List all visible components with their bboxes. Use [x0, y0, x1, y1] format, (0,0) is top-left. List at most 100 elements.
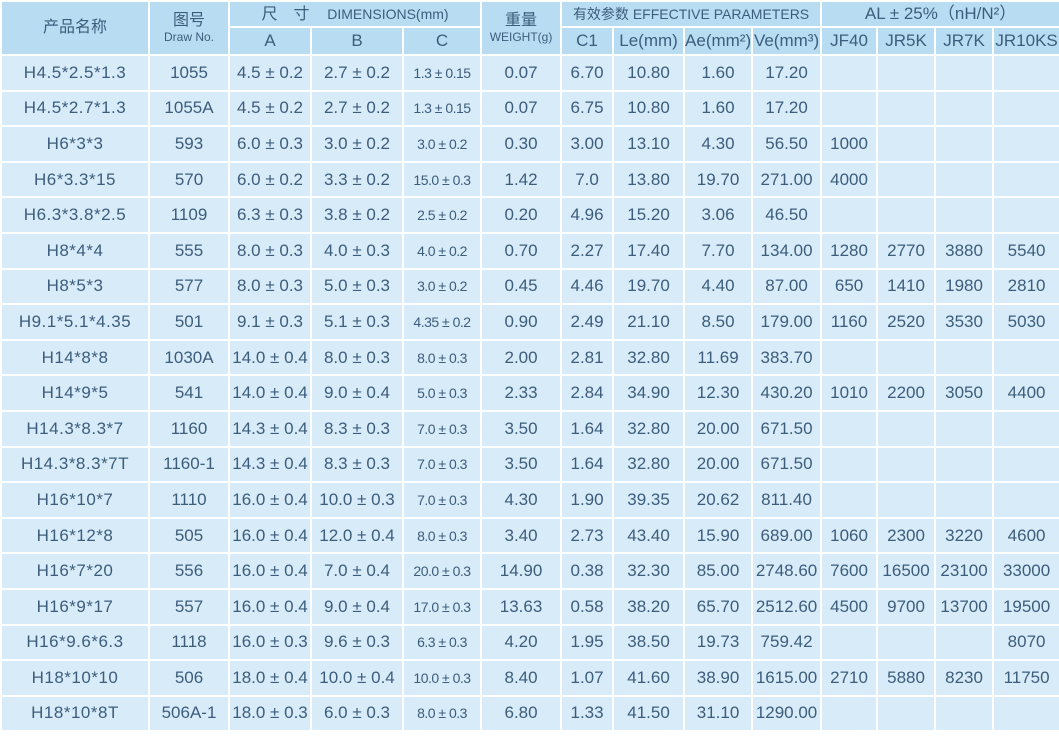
table-cell: 8.0 ± 0.3 [310, 338, 404, 377]
table-cell: 8.0 ± 0.3 [401, 338, 483, 377]
table-cell: 19500 [992, 587, 1059, 626]
header-text: DIMENSIONS(mm) [327, 5, 449, 22]
table-cell: 1160 [148, 409, 230, 448]
table-row: H6*3.3*15 570 6.0 ± 0.2 3.3 ± 0.2 15.0 ± 0.3… [0, 160, 1059, 199]
table-cell: 650 [820, 267, 879, 306]
table-cell [934, 409, 995, 448]
table-cell: 2.5 ± 0.2 [401, 196, 483, 234]
table-cell: 14.3 ± 0.4 [228, 409, 312, 448]
table-cell: 3050 [934, 374, 995, 412]
table-cell: 20.00 [683, 409, 754, 448]
table-cell: 1109 [148, 196, 230, 234]
table-cell: 2.33 [480, 374, 563, 412]
table-cell: H16*12*8 [0, 516, 150, 555]
table-cell: 6.80 [480, 694, 563, 733]
table-cell: 7.70 [683, 231, 754, 270]
table-cell: 16.0 ± 0.4 [228, 481, 312, 519]
table-cell: 9.1 ± 0.3 [228, 303, 312, 341]
table-cell: 4.5 ± 0.2 [228, 89, 312, 128]
table-row: H6*3*3 593 6.0 ± 0.3 3.0 ± 0.2 3.0 ± 0.2 0.30… [0, 125, 1059, 163]
table-cell: 7.0 ± 0.3 [401, 481, 483, 519]
table-cell [992, 409, 1059, 448]
table-cell [876, 125, 937, 163]
table-cell: 1160 [820, 303, 879, 341]
table-cell [934, 125, 995, 163]
table-cell: 1.64 [560, 409, 615, 448]
table-cell: 23100 [934, 552, 995, 590]
table-cell: 16.0 ± 0.4 [228, 552, 312, 590]
table-cell [876, 54, 937, 92]
table-cell: 2.7 ± 0.2 [310, 54, 404, 92]
table-cell [992, 196, 1059, 234]
table-cell: H16*10*7 [0, 481, 150, 519]
table-cell [934, 623, 995, 662]
table-cell: 14.0 ± 0.4 [228, 374, 312, 412]
table-cell: 4.30 [480, 481, 563, 519]
table-cell: H16*9*17 [0, 587, 150, 626]
header-cell: JR7K [934, 26, 995, 56]
table-cell: 2.7 ± 0.2 [310, 89, 404, 128]
table-cell: 10.0 ± 0.3 [401, 659, 483, 697]
table-cell: 56.50 [751, 125, 823, 163]
table-cell [876, 694, 937, 733]
table-cell: 383.70 [751, 338, 823, 377]
table-cell: 9.6 ± 0.3 [310, 623, 404, 662]
table-cell: 33000 [992, 552, 1059, 590]
table-cell: 16.0 ± 0.4 [228, 516, 312, 555]
header-cell: JR5K [876, 26, 937, 56]
table-row: H16*9.6*6.3 1118 16.0 ± 0.3 9.6 ± 0.3 6.3 ± … [0, 623, 1059, 662]
table-cell: 5.0 ± 0.3 [310, 267, 404, 306]
table-cell: 2.00 [480, 338, 563, 377]
table-cell: 1118 [148, 623, 230, 662]
table-cell: 0.20 [480, 196, 563, 234]
header-cell: B [310, 26, 404, 56]
table-cell [820, 623, 879, 662]
table-cell: 2770 [876, 231, 937, 270]
table-cell: 8.3 ± 0.3 [310, 409, 404, 448]
table-cell: 12.30 [683, 374, 754, 412]
table-cell: 505 [148, 516, 230, 555]
table-cell: 1110 [148, 481, 230, 519]
table-cell [934, 445, 995, 484]
table-cell: 20.00 [683, 445, 754, 484]
table-cell: 9700 [876, 587, 937, 626]
table-cell: 555 [148, 231, 230, 270]
header-text: WEIGHT(g) [489, 30, 553, 44]
table-cell [934, 160, 995, 199]
table-cell: H6.3*3.8*2.5 [0, 196, 150, 234]
table-cell: 15.20 [612, 196, 686, 234]
table-cell: 7.0 [560, 160, 615, 199]
table-cell: 1615.00 [751, 659, 823, 697]
table-row: H8*4*4 555 8.0 ± 0.3 4.0 ± 0.3 4.0 ± 0.2 0.70… [0, 231, 1059, 270]
header-cell: C1 [560, 26, 615, 56]
table-cell: 4400 [992, 374, 1059, 412]
table-cell [992, 89, 1059, 128]
table-cell: 87.00 [751, 267, 823, 306]
table-cell: 4.35 ± 0.2 [401, 303, 483, 341]
table-cell: 17.20 [751, 89, 823, 128]
table-cell: 0.07 [480, 89, 563, 128]
table-cell: 41.50 [612, 694, 686, 733]
table-cell: 8.0 ± 0.3 [401, 516, 483, 555]
table-cell [934, 54, 995, 92]
table-cell: 3.3 ± 0.2 [310, 160, 404, 199]
table-cell: 16.0 ± 0.3 [228, 623, 312, 662]
table-cell: H4.5*2.5*1.3 [0, 54, 150, 92]
table-cell: 5030 [992, 303, 1059, 341]
table-cell: 3880 [934, 231, 995, 270]
table-cell: 34.90 [612, 374, 686, 412]
table-cell: 689.00 [751, 516, 823, 555]
table-cell: 0.45 [480, 267, 563, 306]
table-cell: 14.90 [480, 552, 563, 590]
table-cell: 85.00 [683, 552, 754, 590]
table-cell: 0.58 [560, 587, 615, 626]
table-cell: 17.40 [612, 231, 686, 270]
table-cell: 2.27 [560, 231, 615, 270]
table-cell: 1055A [148, 89, 230, 128]
header-cell: 重量 WEIGHT(g) [480, 0, 563, 56]
header-text: 图号 [172, 12, 205, 29]
table-cell: 4600 [992, 516, 1059, 555]
table-cell: 2.49 [560, 303, 615, 341]
table-cell: 20.62 [683, 481, 754, 519]
table-cell [820, 338, 879, 377]
